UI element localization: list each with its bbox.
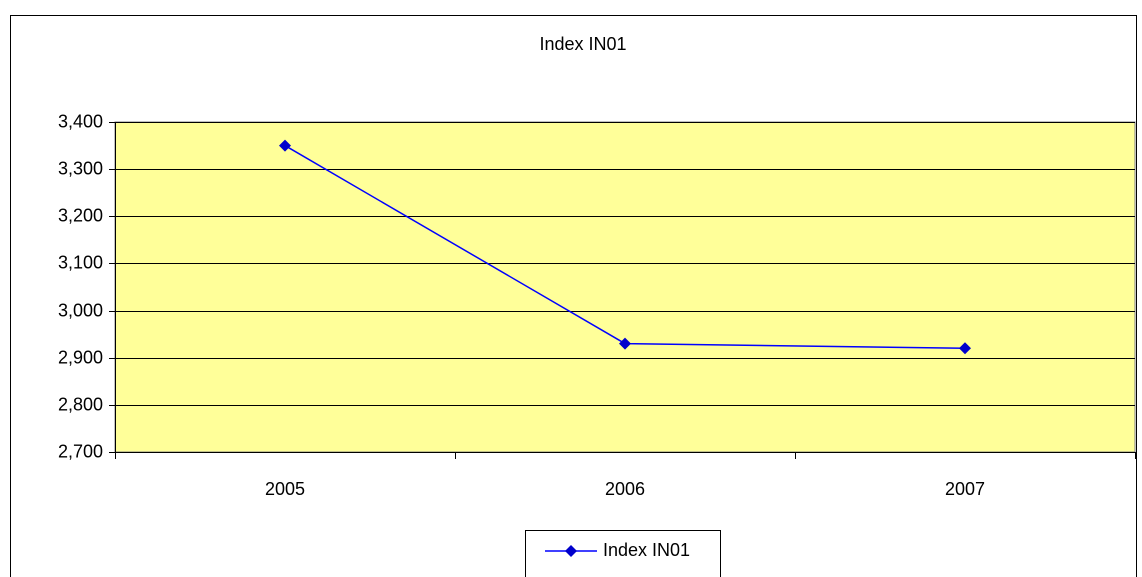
x-tick-label: 2006 (605, 479, 645, 499)
y-tick-label: 3,000 (58, 300, 103, 320)
legend-marker (565, 545, 577, 557)
marker (279, 139, 291, 152)
x-tick-label: 2005 (265, 479, 305, 499)
plot-area (114, 121, 1136, 453)
marker (619, 337, 631, 350)
y-tick-label: 2,900 (58, 347, 103, 367)
y-tick-label: 3,100 (58, 252, 103, 272)
y-tick-label: 3,300 (58, 158, 103, 178)
y-tick-label: 3,400 (58, 111, 103, 131)
y-tick-label: 3,200 (58, 205, 103, 225)
y-tick-label: 2,800 (58, 394, 103, 414)
x-tick-label: 2007 (945, 479, 985, 499)
legend-box (525, 530, 721, 577)
legend-label: Index IN01 (603, 540, 690, 560)
marker (959, 342, 971, 355)
y-tick-label: 2,700 (58, 441, 103, 461)
chart-border (10, 15, 1137, 577)
chart-title: Index IN01 (539, 34, 626, 54)
